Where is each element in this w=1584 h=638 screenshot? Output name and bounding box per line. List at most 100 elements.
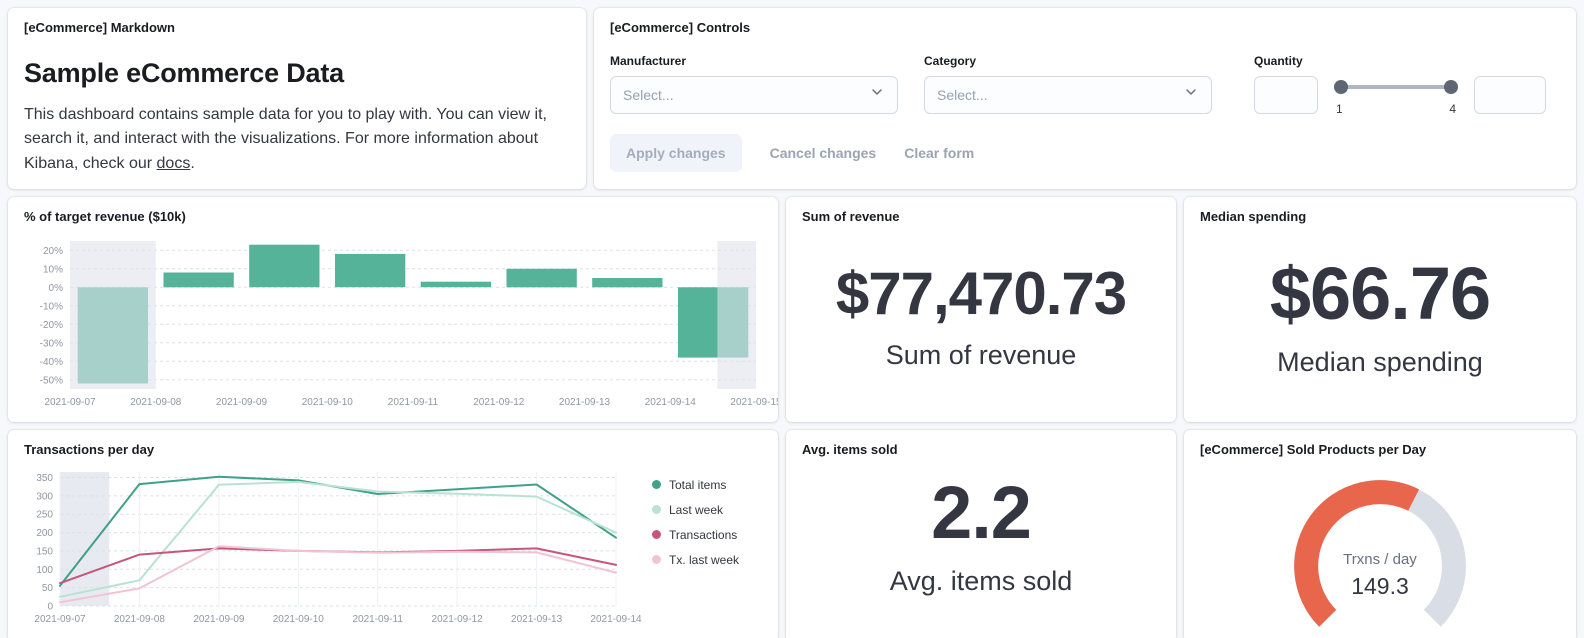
bottom-row: Transactions per day 0501001502002503003… [8,430,1576,638]
category-label: Category [924,54,1212,68]
quantity-row: 1 4 [1254,76,1546,116]
svg-text:2021-09-15: 2021-09-15 [730,397,778,408]
category-control: Category Select... [924,54,1212,114]
svg-text:-50%: -50% [40,375,63,386]
legend-item[interactable]: Last week [652,503,739,517]
sum-revenue-panel: Sum of revenue $77,470.73 Sum of revenue [786,197,1176,422]
markdown-panel-title: [eCommerce] Markdown [24,20,570,36]
svg-text:50: 50 [42,583,54,594]
svg-text:-10%: -10% [40,301,63,312]
svg-text:300: 300 [36,491,53,502]
svg-text:2021-09-09: 2021-09-09 [193,614,245,625]
median-spending-title: Median spending [1200,209,1560,225]
markdown-body: This dashboard contains sample data for … [24,103,548,177]
chart-legend: Total items Last week Transactions Tx. last… [624,464,739,626]
quantity-slider-wrap: 1 4 [1334,76,1458,116]
svg-text:-20%: -20% [40,319,63,330]
transactions-line-chart[interactable]: 0501001502002503003502021-09-072021-09-0… [24,464,624,626]
top-row: [eCommerce] Markdown Sample eCommerce Da… [8,8,1576,189]
markdown-body-period: . [190,155,194,172]
svg-text:2021-09-12: 2021-09-12 [432,614,484,625]
legend-label: Total items [669,478,726,492]
controls-row: Manufacturer Select... Category Select..… [610,54,1560,116]
svg-text:2021-09-08: 2021-09-08 [114,614,166,625]
manufacturer-label: Manufacturer [610,54,898,68]
svg-text:20%: 20% [43,245,63,256]
slider-min-label: 1 [1336,102,1343,116]
svg-text:2021-09-07: 2021-09-07 [44,397,96,408]
controls-buttons-row: Apply changes Cancel changes Clear form [610,134,1560,172]
category-select[interactable]: Select... [924,76,1212,114]
legend-label: Tx. last week [669,553,739,567]
svg-text:-40%: -40% [40,356,63,367]
transactions-chart-panel: Transactions per day 0501001502002503003… [8,430,778,638]
manufacturer-placeholder: Select... [623,87,674,103]
sold-products-gauge[interactable]: Trxns / day 149.3 [1275,462,1485,634]
median-spending-panel: Median spending $66.76 Median spending [1184,197,1576,422]
median-spending-label: Median spending [1277,347,1483,378]
svg-text:2021-09-13: 2021-09-13 [559,397,611,408]
svg-text:0: 0 [47,601,53,612]
revenue-bar-chart[interactable]: 20%10%0%-10%-20%-30%-40%-50%2021-09-0720… [24,233,762,411]
svg-text:0%: 0% [49,282,64,293]
legend-label: Last week [669,503,723,517]
svg-text:150: 150 [36,546,53,557]
chevron-down-icon [869,84,885,105]
controls-panel: [eCommerce] Controls Manufacturer Select… [594,8,1576,189]
svg-text:250: 250 [36,509,53,520]
middle-row: % of target revenue ($10k) 20%10%0%-10%-… [8,197,1576,422]
median-spending-body: $66.76 Median spending [1200,225,1560,410]
markdown-panel: [eCommerce] Markdown Sample eCommerce Da… [8,8,586,189]
slider-handle-max[interactable] [1444,80,1458,94]
sum-revenue-title: Sum of revenue [802,209,1160,225]
legend-item[interactable]: Total items [652,478,739,492]
revenue-chart-panel: % of target revenue ($10k) 20%10%0%-10%-… [8,197,778,422]
legend-label: Transactions [669,528,737,542]
gauge-area: Trxns / day 149.3 [1200,462,1560,634]
controls-panel-title: [eCommerce] Controls [610,20,1560,36]
sum-revenue-value: $77,470.73 [836,264,1126,324]
svg-text:2021-09-10: 2021-09-10 [273,614,325,625]
quantity-label: Quantity [1254,54,1546,68]
legend-dot-icon [652,555,661,564]
dashboard: [eCommerce] Markdown Sample eCommerce Da… [0,0,1584,638]
svg-text:2021-09-13: 2021-09-13 [511,614,563,625]
svg-text:2021-09-08: 2021-09-08 [130,397,182,408]
slider-range [1340,85,1452,89]
slider-labels: 1 4 [1334,102,1458,116]
legend-item[interactable]: Tx. last week [652,553,739,567]
category-placeholder: Select... [937,87,988,103]
avg-items-value: 2.2 [931,476,1031,550]
svg-text:2021-09-07: 2021-09-07 [34,614,86,625]
sold-products-gauge-title: [eCommerce] Sold Products per Day [1200,442,1560,458]
apply-changes-button[interactable]: Apply changes [610,134,742,172]
manufacturer-select[interactable]: Select... [610,76,898,114]
avg-items-body: 2.2 Avg. items sold [802,458,1160,630]
svg-text:2021-09-10: 2021-09-10 [302,397,354,408]
quantity-control: Quantity 1 4 [1254,54,1546,116]
quantity-slider[interactable] [1334,80,1458,94]
revenue-chart-area: 20%10%0%-10%-20%-30%-40%-50%2021-09-0720… [24,233,762,411]
quantity-min-input[interactable] [1254,76,1318,114]
cancel-changes-button[interactable]: Cancel changes [770,145,877,161]
docs-link[interactable]: docs [157,155,191,172]
svg-text:2021-09-14: 2021-09-14 [645,397,697,408]
legend-dot-icon [652,530,661,539]
svg-text:2021-09-09: 2021-09-09 [216,397,268,408]
svg-text:2021-09-11: 2021-09-11 [388,397,439,408]
legend-dot-icon [652,480,661,489]
slider-max-label: 4 [1449,102,1456,116]
sum-revenue-body: $77,470.73 Sum of revenue [802,225,1160,410]
svg-text:2021-09-12: 2021-09-12 [473,397,525,408]
slider-handle-min[interactable] [1334,80,1348,94]
gauge-label: Trxns / day [1343,551,1417,568]
clear-form-button[interactable]: Clear form [904,145,974,161]
legend-item[interactable]: Transactions [652,528,739,542]
svg-text:350: 350 [36,473,53,484]
svg-text:100: 100 [36,564,53,575]
svg-text:2021-09-11: 2021-09-11 [352,614,403,625]
median-spending-value: $66.76 [1270,257,1490,331]
quantity-max-input[interactable] [1474,76,1546,114]
manufacturer-control: Manufacturer Select... [610,54,898,114]
markdown-heading: Sample eCommerce Data [24,58,570,89]
